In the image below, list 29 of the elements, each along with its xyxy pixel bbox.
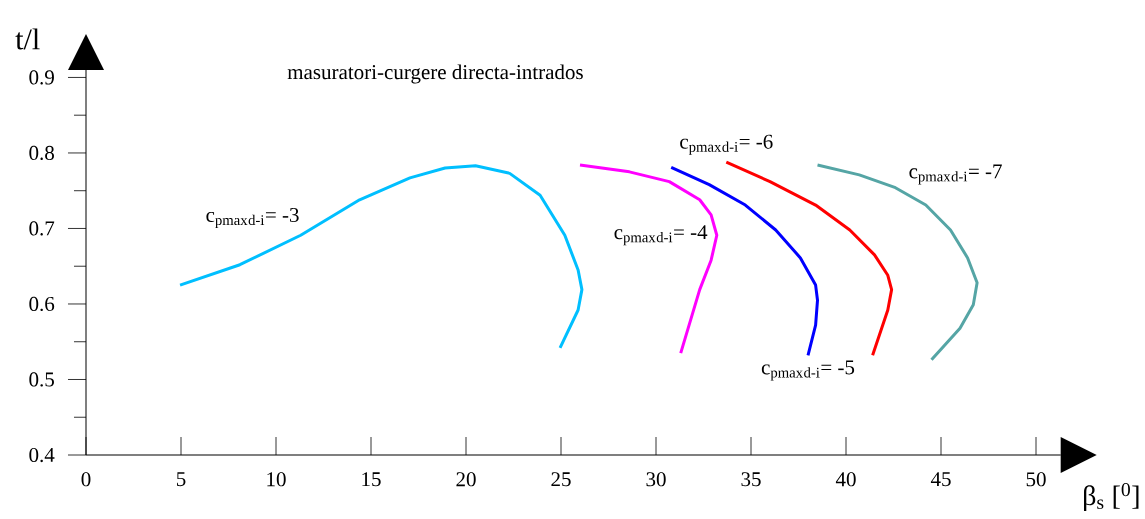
x-tick-label: 45 <box>930 472 951 487</box>
y-axis-title: t/l <box>15 28 40 50</box>
y-tick-label: 0.8 <box>29 145 54 161</box>
x-tick-label: 0 <box>81 472 91 487</box>
line-series <box>178 164 584 350</box>
line-series <box>816 163 979 362</box>
series-label: c$_{pmaxd-i}$= -3 <box>206 207 299 229</box>
line-series <box>724 160 894 357</box>
series-label: c$_{pmaxd-i}$= -6 <box>680 134 773 155</box>
x-axis-title: β$_{s}$ [$^{0}$] <box>1084 482 1139 512</box>
x-tick-label: 40 <box>835 472 856 487</box>
x-tick-label: 35 <box>741 472 761 487</box>
x-tick-label: 25 <box>551 472 571 487</box>
series-label: c$_{pmaxd-i}$= -4 <box>614 225 708 246</box>
y-tick-label: 0.5 <box>29 372 54 387</box>
y-tick-label: 0.9 <box>29 70 54 85</box>
series-label: c$_{pmaxd-i}$= -5 <box>761 360 855 381</box>
x-tick-label: 5 <box>176 472 186 487</box>
x-tick-label: 20 <box>456 472 476 487</box>
x-tick-label: 15 <box>362 472 381 487</box>
x-tick-label: 30 <box>646 472 666 487</box>
y-tick-label: 0.4 <box>29 447 55 463</box>
y-tick-label: 0.6 <box>29 296 55 312</box>
line-series <box>578 163 719 355</box>
series-label: c$_{pmaxd-i}$= -7 <box>909 164 1002 185</box>
x-tick-label: 50 <box>1026 472 1046 487</box>
y-tick-label: 0.7 <box>29 221 55 236</box>
x-tick-label: 10 <box>267 472 286 487</box>
chart-title: masuratori-curgere directa-intrados <box>287 64 583 84</box>
